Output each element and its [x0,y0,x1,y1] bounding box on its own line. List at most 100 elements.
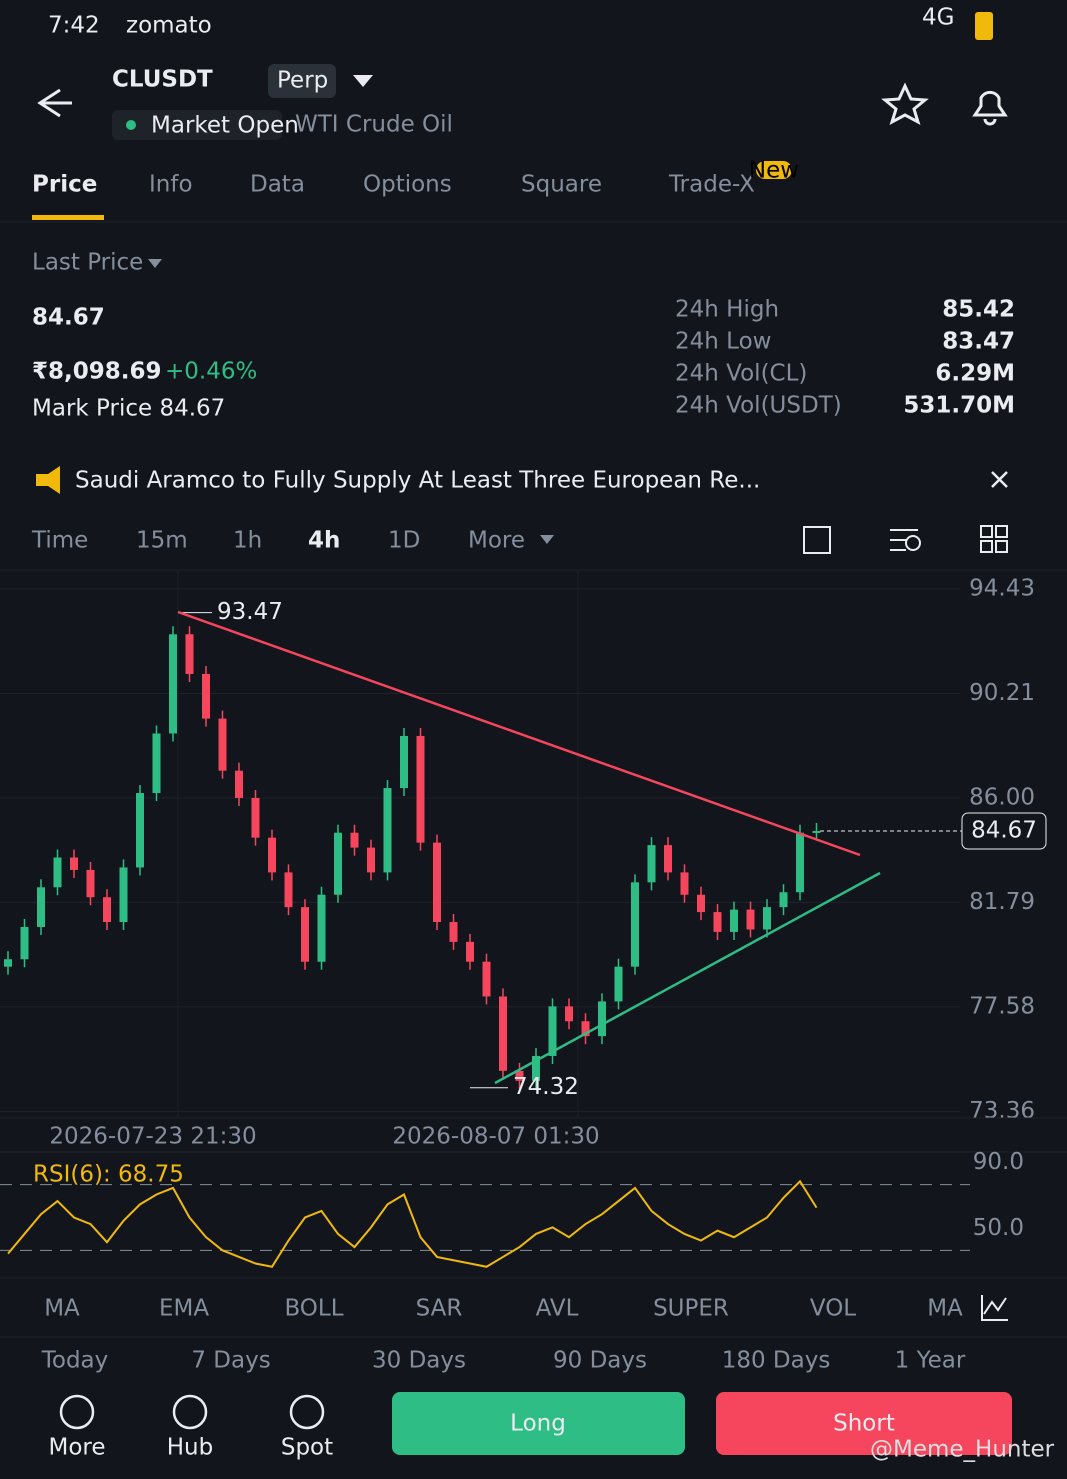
candle-body [466,941,474,962]
candle-body [136,793,144,868]
candle-body [284,872,293,908]
stat-label: 24h High [675,297,779,323]
interval[interactable]: Time [31,528,88,554]
support-trendline [494,871,881,1085]
tab[interactable]: Options [363,172,452,198]
back-button[interactable] [37,88,72,118]
short-label: Short [833,1411,895,1437]
short-button[interactable] [716,1392,1012,1455]
y-tick-label: 94.43 [969,575,1035,601]
candle-body [449,922,458,942]
candle-body [779,892,788,908]
nav-icon[interactable] [289,1394,325,1430]
inr-price: ₹8,098.69 [32,359,162,385]
stat-value: 83.47 [942,329,1015,355]
price-dropdown[interactable] [148,259,162,268]
news[interactable]: Saudi Aramco to Fully Supply At Least Th… [75,468,760,494]
nav-label[interactable]: Hub [167,1435,213,1461]
tab[interactable]: Trade-X [668,172,755,198]
indicator[interactable]: BOLL [284,1296,343,1322]
candle-body [152,733,161,794]
candle-body [796,832,804,893]
long-label: Long [510,1411,566,1437]
indicator[interactable]: AVL [536,1296,579,1322]
candle-body [664,845,672,873]
symbol: CLUSDT [112,67,213,93]
candle-body [4,959,12,967]
app-icon: zomato [126,13,212,39]
y-tick-label: 86.00 [969,784,1035,810]
indicator[interactable]: MA [44,1296,80,1322]
candle-body [185,634,194,674]
status-badge [112,110,282,140]
favorite[interactable] [881,82,929,126]
candle-body [400,735,408,789]
range[interactable]: 1 Year [895,1348,966,1374]
interval[interactable]: 1h [233,528,262,554]
indicator[interactable]: EMA [159,1296,209,1322]
rsi-label: RSI(6): 68.75 [33,1162,184,1188]
indicator[interactable]: SAR [416,1296,463,1322]
long-button[interactable] [392,1392,685,1455]
close-news[interactable] [991,471,1008,488]
candle-body [614,966,623,1002]
interval[interactable]: 15m [136,528,188,554]
candle-body [218,718,227,771]
nav-label[interactable]: Spot [281,1435,333,1461]
stat-label: 24h Vol(USDT) [675,393,842,419]
y-tick-label: 77.58 [969,993,1035,1019]
interval[interactable]: 4h [308,528,340,554]
news-icon [36,466,60,494]
candle-body [499,996,507,1071]
nav-icon[interactable] [59,1394,95,1430]
candle-body [251,797,260,838]
stat-label: 24h Vol(CL) [675,361,807,387]
range[interactable]: 180 Days [722,1348,831,1374]
candle-body [713,912,722,932]
indicator[interactable]: SUPER [653,1296,729,1322]
indicator[interactable]: VOL [810,1296,856,1322]
network: 4G [922,5,954,31]
candle-body [268,837,276,873]
range[interactable]: 30 Days [372,1348,466,1374]
candle-body [103,897,111,923]
tool-icon[interactable] [803,526,831,554]
nav-label[interactable]: More [48,1435,105,1461]
candle-body [598,1001,606,1037]
candle-body [581,1021,590,1037]
range[interactable]: 90 Days [553,1348,647,1374]
candle-body [631,882,639,967]
indicator-settings[interactable] [981,1295,1008,1321]
candle-body [334,832,342,895]
y-tick-label: 81.79 [969,889,1035,915]
nav-icon[interactable] [172,1394,208,1430]
candle-body [697,894,705,913]
watermark: @Meme_Hunter [870,1437,1055,1463]
high-label: 93.47 [217,599,283,625]
more-dropdown[interactable] [540,535,554,544]
alert[interactable] [972,90,1008,126]
tab[interactable]: Price [32,172,97,198]
x-tick-label: 2026-08-07 01:30 [392,1124,599,1150]
instrument-name: WTI Crude Oil [295,112,453,138]
tab[interactable]: Data [250,172,305,198]
low-label: 74.32 [513,1074,579,1100]
change: +0.46% [165,359,257,385]
candle-body [367,847,375,873]
candle-body [416,735,425,843]
range[interactable]: 7 Days [191,1348,270,1374]
candle-body [20,926,29,960]
tab[interactable]: Info [149,172,193,198]
candle-body [301,907,309,962]
stat-value: 6.29M [935,361,1015,387]
settings-icon-ring [905,535,921,551]
indicator[interactable]: MA [927,1296,963,1322]
dropdown[interactable] [353,75,373,87]
layout-icon[interactable] [980,525,1008,553]
settings-icon[interactable] [890,529,918,551]
range[interactable]: Today [41,1348,109,1374]
candle-body [482,961,491,997]
interval[interactable]: More [468,528,525,554]
interval[interactable]: 1D [388,528,420,554]
tab[interactable]: Square [521,172,602,198]
